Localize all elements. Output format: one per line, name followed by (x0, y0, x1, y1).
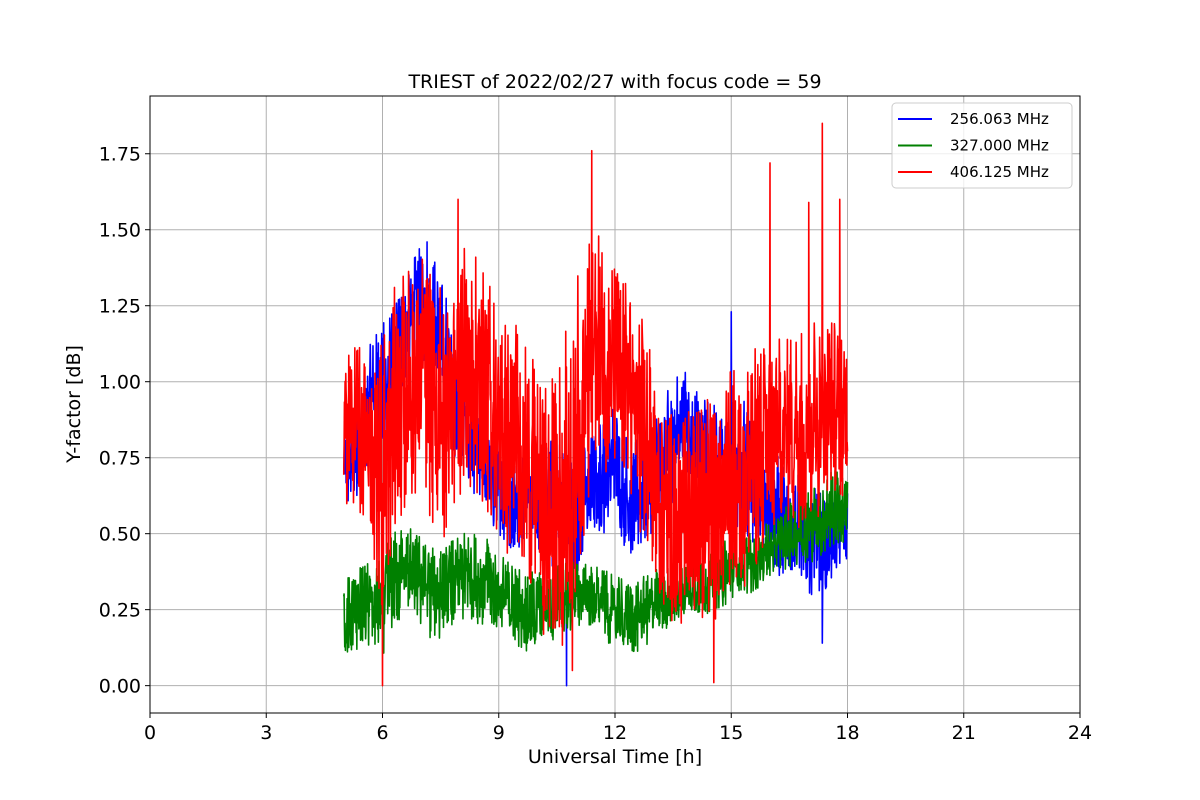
x-tick-label: 9 (493, 722, 505, 744)
y-tick-label: 0.25 (99, 600, 141, 622)
y-tick-label: 1.50 (99, 220, 141, 242)
y-tick-label: 1.00 (99, 372, 141, 394)
legend-box (891, 102, 1073, 189)
y-tick-label: 1.25 (99, 296, 141, 318)
series-line-2 (342, 469, 849, 654)
x-tick-label: 0 (144, 722, 156, 744)
y-tick-label: 0.50 (99, 524, 141, 546)
y-tick-label: 0.75 (99, 448, 141, 470)
x-tick-label: 21 (952, 722, 976, 744)
chart-title: TRIEST of 2022/02/27 with focus code = 5… (407, 71, 821, 93)
x-tick-label: 24 (1068, 722, 1092, 744)
legend-label-1: 256.063 MHz (950, 110, 1049, 128)
legend-label-3: 406.125 MHz (950, 163, 1049, 181)
x-tick-label: 12 (603, 722, 627, 744)
ticks: 0 3 6 9 12 15 18 21 24 0.00 0.25 0.50 0.75 1.00 1.25 1.… (99, 144, 1092, 744)
legend: 256.063 MHz 327.000 MHz 406.125 MHz (891, 102, 1073, 189)
x-tick-label: 18 (835, 722, 859, 744)
x-tick-label: 6 (376, 722, 388, 744)
series-group (342, 122, 849, 687)
y-tick-label: 0.00 (99, 676, 141, 698)
x-tick-label: 3 (260, 722, 272, 744)
y-tick-label: 1.75 (99, 144, 141, 166)
series-line-3 (342, 122, 849, 687)
x-axis-label: Universal Time [h] (528, 746, 702, 768)
y-axis-label: Y-factor [dB] (63, 345, 85, 464)
x-tick-label: 15 (719, 722, 743, 744)
legend-label-2: 327.000 MHz (950, 137, 1049, 155)
